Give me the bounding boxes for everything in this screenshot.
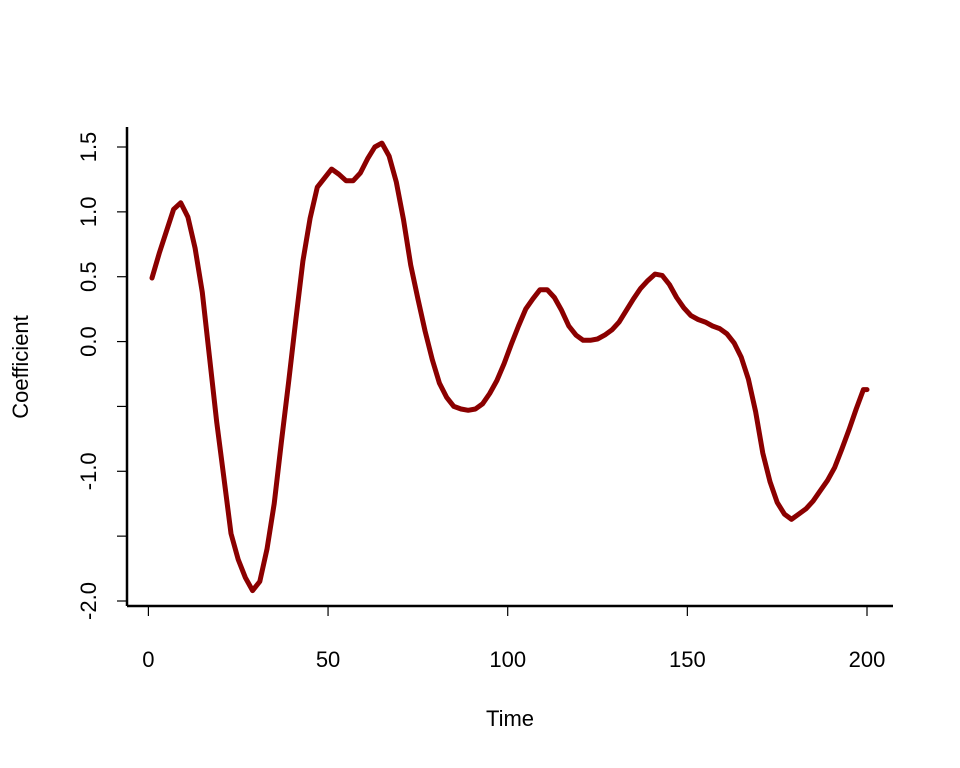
y-tick-label: -1.0 xyxy=(76,452,101,490)
x-tick-label: 150 xyxy=(669,647,706,672)
y-ticks: -2.0 -1.0 0.0 0.5 1.0 1.5 xyxy=(76,132,127,620)
x-axis-title: Time xyxy=(486,706,534,731)
y-tick-label: 1.5 xyxy=(76,132,101,163)
x-tick-label: 0 xyxy=(142,647,154,672)
y-tick-label: -2.0 xyxy=(76,582,101,620)
y-tick-label: 0.5 xyxy=(76,261,101,292)
x-ticks: 0 50 100 150 200 xyxy=(142,606,885,672)
x-axis: 0 50 100 150 200 xyxy=(127,604,893,672)
y-tick-label: 0.0 xyxy=(76,326,101,357)
series-group xyxy=(149,140,870,594)
y-axis-title: Coefficient xyxy=(8,315,33,419)
x-tick-label: 50 xyxy=(316,647,340,672)
x-tick-label: 100 xyxy=(489,647,526,672)
series-line xyxy=(149,140,870,594)
x-tick-label: 200 xyxy=(849,647,886,672)
y-axis: -2.0 -1.0 0.0 0.5 1.0 1.5 xyxy=(76,127,129,620)
y-tick-label: 1.0 xyxy=(76,197,101,228)
